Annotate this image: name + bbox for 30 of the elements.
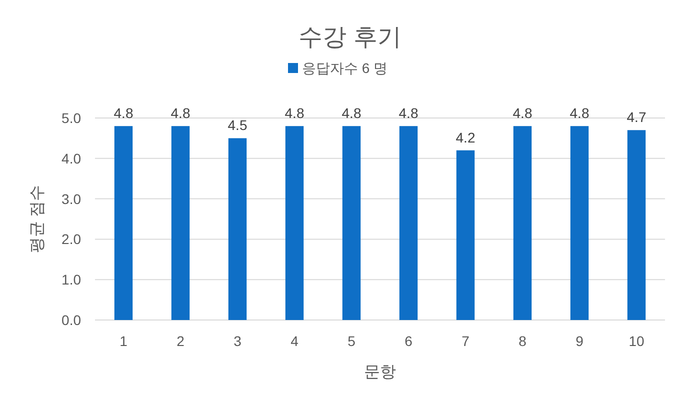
data-label: 4.8	[342, 105, 362, 122]
y-tick-label: 2.0	[62, 231, 82, 248]
data-label: 4.8	[398, 105, 418, 122]
data-label: 4.2	[456, 129, 476, 146]
x-tick-label: 7	[462, 333, 470, 349]
data-label: 4.8	[570, 105, 590, 122]
x-tick-label: 4	[290, 333, 299, 349]
y-tick-label: 5.0	[62, 110, 82, 126]
data-label: 4.8	[284, 105, 304, 122]
x-tick-label: 8	[518, 333, 527, 349]
x-tick-label: 10	[628, 333, 644, 349]
data-label: 4.8	[170, 105, 190, 122]
data-label: 4.8	[512, 105, 532, 122]
x-tick-label: 5	[348, 333, 356, 349]
data-label: 4.7	[626, 109, 646, 126]
x-tick-label: 1	[120, 333, 128, 349]
y-axis-title: 평균 점수	[29, 184, 46, 254]
y-tick-label: 1.0	[62, 272, 82, 288]
x-tick-label: 3	[234, 333, 242, 349]
y-tick-label: 3.0	[62, 190, 82, 207]
x-axis-title: 문항	[364, 364, 396, 381]
y-tick-label: 4.0	[62, 150, 82, 166]
data-label: 4.8	[114, 105, 134, 122]
x-tick-label: 2	[176, 333, 185, 349]
y-tick-label: 0.0	[62, 312, 82, 328]
legend: 응답자수 6 명	[288, 60, 388, 76]
data-label: 4.5	[228, 117, 248, 134]
title: 수강 후기	[298, 24, 402, 51]
x-tick-label: 9	[576, 333, 584, 349]
x-tick-label: 6	[404, 333, 413, 349]
